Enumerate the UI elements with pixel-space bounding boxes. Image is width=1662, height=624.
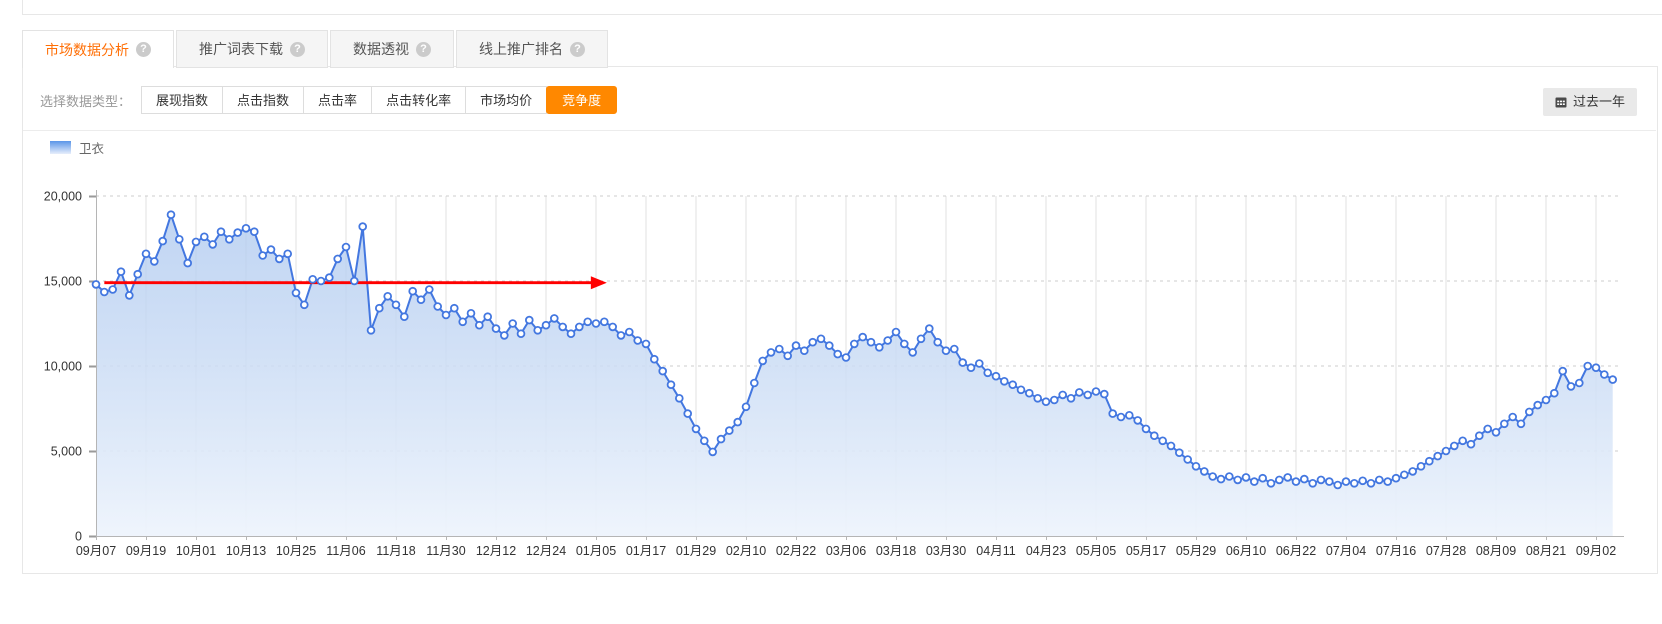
data-type-label: 选择数据类型： — [40, 93, 132, 109]
toolbar-divider — [23, 130, 1656, 131]
metric-button-click-index[interactable]: 点击指数 — [222, 86, 305, 114]
help-icon[interactable]: ? — [416, 41, 431, 57]
tab-promo-wordlist-download[interactable]: 推广词表下载 ? — [176, 30, 328, 68]
help-icon[interactable]: ? — [570, 41, 585, 57]
tab-online-promo-ranking[interactable]: 线上推广排名 ? — [456, 30, 608, 68]
metric-button-conversion-rate[interactable]: 点击转化率 — [371, 86, 467, 114]
help-icon[interactable]: ? — [136, 42, 151, 57]
metric-button-impression-index[interactable]: 展现指数 — [141, 86, 224, 114]
date-range-label: 过去一年 — [1572, 94, 1625, 109]
legend-swatch — [50, 141, 71, 154]
metric-button-ctr[interactable]: 点击率 — [303, 86, 373, 114]
tab-label: 线上推广排名 — [479, 41, 563, 57]
data-type-toolbar: 选择数据类型： 展现指数 点击指数 点击率 点击转化率 市场均价 竞争度 — [40, 86, 618, 114]
calendar-icon — [1555, 97, 1567, 108]
tab-label: 数据透视 — [353, 41, 409, 57]
legend-item-weiyi[interactable]: 卫衣 — [50, 138, 104, 157]
tab-data-perspective[interactable]: 数据透视 ? — [330, 30, 454, 68]
tab-bar: 市场数据分析 ? 推广词表下载 ? 数据透视 ? 线上推广排名 ? — [22, 30, 610, 68]
help-icon[interactable]: ? — [290, 41, 305, 57]
tab-label: 推广词表下载 — [199, 41, 283, 57]
metric-button-market-price[interactable]: 市场均价 — [465, 86, 548, 114]
chart-panel — [22, 66, 1658, 574]
tab-label: 市场数据分析 — [45, 41, 129, 58]
top-panel-edge — [22, 0, 1662, 15]
date-range-button[interactable]: 过去一年 — [1542, 88, 1637, 116]
metric-button-competition[interactable]: 竞争度 — [546, 86, 618, 114]
tab-market-data-analysis[interactable]: 市场数据分析 ? — [22, 30, 174, 68]
legend-label: 卫衣 — [79, 142, 105, 156]
